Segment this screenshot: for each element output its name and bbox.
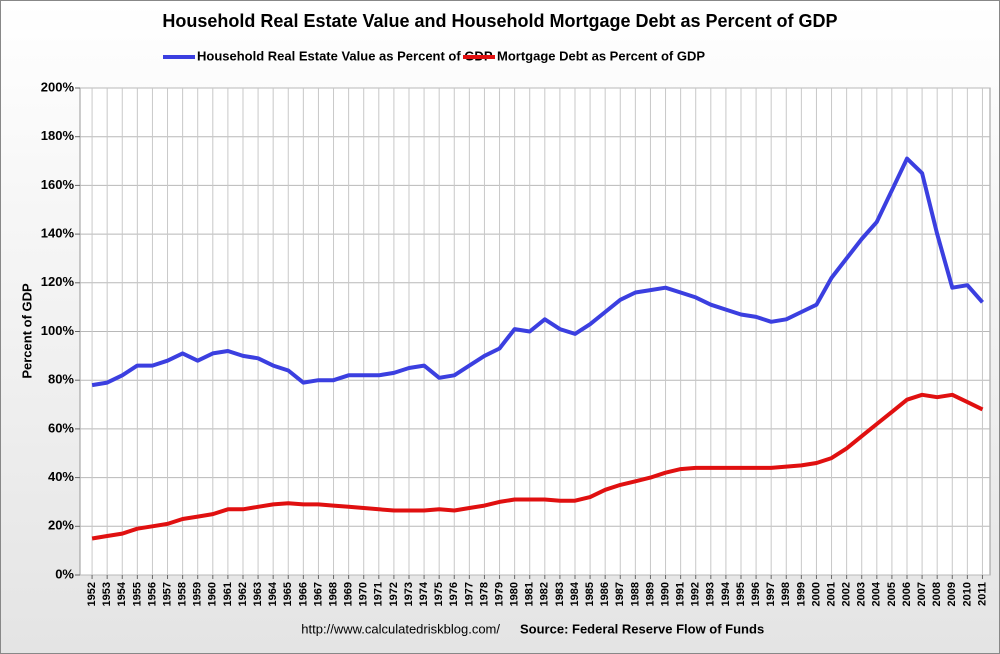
- y-tick-label: 120%: [41, 274, 75, 289]
- x-tick-label: 1964: [267, 581, 279, 606]
- source-note: Source: Federal Reserve Flow of Funds: [520, 621, 764, 636]
- x-tick-label: 2003: [856, 582, 868, 606]
- x-tick-label: 2002: [841, 582, 853, 606]
- x-tick-label: 1978: [478, 582, 490, 606]
- y-tick-label: 0%: [55, 566, 74, 581]
- x-tick-label: 2005: [886, 582, 898, 606]
- x-tick-label: 1960: [207, 582, 219, 606]
- x-tick-label: 2004: [871, 581, 883, 606]
- x-tick-label: 1976: [448, 582, 460, 606]
- chart-title: Household Real Estate Value and Househol…: [162, 11, 837, 31]
- x-tick-label: 1979: [493, 582, 505, 606]
- x-tick-label: 1954: [116, 581, 128, 606]
- x-tick-label: 1969: [343, 582, 355, 606]
- x-tick-label: 1974: [418, 581, 430, 606]
- x-tick-label: 1970: [358, 582, 370, 606]
- x-tick-label: 1991: [675, 582, 687, 606]
- x-tick-label: 1972: [388, 582, 400, 606]
- y-tick-label: 20%: [48, 518, 74, 533]
- x-tick-label: 2008: [931, 582, 943, 606]
- x-tick-label: 2000: [810, 582, 822, 606]
- x-tick-label: 1980: [509, 582, 521, 606]
- x-tick-label: 1994: [720, 581, 732, 606]
- x-tick-label: 1995: [735, 582, 747, 606]
- x-tick-label: 1957: [161, 582, 173, 606]
- x-tick-label: 1952: [86, 582, 98, 606]
- x-tick-label: 1981: [524, 582, 536, 606]
- x-tick-label: 1975: [433, 582, 445, 606]
- x-tick-label: 1977: [463, 582, 475, 606]
- x-tick-label: 1990: [659, 582, 671, 606]
- x-tick-label: 1987: [614, 582, 626, 606]
- x-tick-label: 1988: [629, 582, 641, 606]
- x-tick-label: 1965: [282, 582, 294, 606]
- url-note: http://www.calculatedriskblog.com/: [301, 621, 500, 636]
- series-line: [91, 392, 984, 541]
- y-tick-label: 60%: [48, 420, 74, 435]
- x-tick-label: 1999: [795, 582, 807, 606]
- x-tick-label: 2010: [961, 582, 973, 606]
- y-axis-label: Percent of GDP: [19, 283, 34, 379]
- x-tick-label: 1966: [297, 582, 309, 606]
- y-tick-label: 100%: [41, 323, 75, 338]
- y-tick-label: 160%: [41, 177, 75, 192]
- x-tick-label: 1993: [705, 582, 717, 606]
- x-tick-label: 1985: [584, 582, 596, 606]
- x-tick-label: 2007: [916, 582, 928, 606]
- y-tick-label: 80%: [48, 372, 74, 387]
- x-tick-label: 1998: [780, 582, 792, 606]
- x-tick-label: 1962: [237, 582, 249, 606]
- x-tick-label: 1956: [146, 582, 158, 606]
- y-tick-label: 140%: [41, 226, 75, 241]
- x-tick-label: 1971: [373, 582, 385, 606]
- series-line: [91, 156, 984, 388]
- x-tick-label: 1968: [327, 582, 339, 606]
- x-tick-label: 2011: [976, 582, 988, 606]
- x-tick-label: 1992: [690, 582, 702, 606]
- x-tick-label: 2009: [946, 582, 958, 606]
- y-tick-label: 180%: [41, 128, 75, 143]
- x-tick-label: 1961: [222, 582, 234, 606]
- y-tick-label: 200%: [41, 79, 75, 94]
- x-tick-label: 1982: [539, 582, 551, 606]
- x-tick-label: 1959: [192, 582, 204, 606]
- x-tick-label: 1997: [765, 582, 777, 606]
- x-tick-label: 1963: [252, 582, 264, 606]
- x-tick-label: 1984: [569, 581, 581, 606]
- x-tick-label: 1953: [101, 582, 113, 606]
- x-tick-label: 1955: [131, 582, 143, 606]
- x-tick-label: 1967: [312, 582, 324, 606]
- x-tick-label: 1973: [403, 582, 415, 606]
- legend-label: Household Real Estate Value as Percent o…: [197, 48, 493, 63]
- y-tick-label: 40%: [48, 469, 74, 484]
- x-tick-label: 2001: [825, 582, 837, 606]
- legend-label: Mortgage Debt as Percent of GDP: [497, 48, 705, 63]
- x-tick-label: 2006: [901, 582, 913, 606]
- x-tick-label: 1989: [644, 582, 656, 606]
- x-tick-label: 1958: [177, 582, 189, 606]
- x-tick-label: 1986: [599, 582, 611, 606]
- x-tick-label: 1983: [554, 582, 566, 606]
- x-tick-label: 1996: [750, 582, 762, 606]
